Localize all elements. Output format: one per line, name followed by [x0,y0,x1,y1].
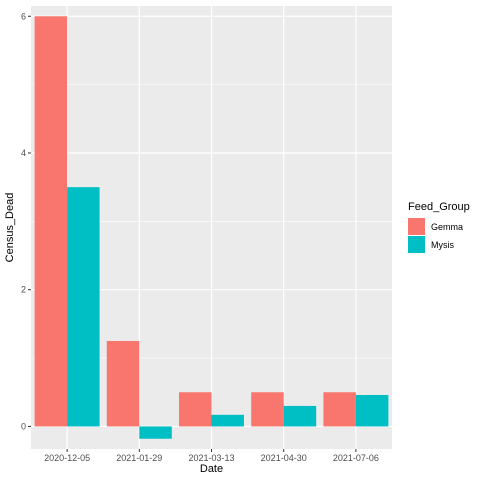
bar-mysis-2021-07-06 [355,394,389,427]
x-tick-label: 2021-03-13 [188,453,234,463]
legend-label-mysis: Mysis [431,240,454,250]
bar-mysis-2021-01-29 [139,426,172,439]
x-axis: 2020-12-05 2021-01-29 2021-03-13 2021-04-30… [44,449,379,463]
y-tick-label: 0 [21,421,26,431]
legend-title: Feed_Group [408,201,470,213]
bar-mysis-2021-04-30 [283,405,317,427]
x-axis-title: Date [200,463,223,475]
legend-key-mysis [408,236,425,253]
y-tick-label: 6 [21,11,26,21]
bar-gemma-2020-12-05 [34,16,68,427]
legend-label-gemma: Gemma [431,222,463,232]
x-tick-label: 2020-12-05 [44,453,90,463]
legend: Feed_Group Gemma Mysis [408,201,470,253]
bar-gemma-2021-07-06 [323,392,356,427]
bar-gemma-2021-04-30 [251,392,284,427]
bar-gemma-2021-01-29 [106,340,140,427]
y-axis-title: Census_Dead [4,193,16,263]
bar-mysis-2020-12-05 [67,187,100,427]
bar-gemma-2021-03-13 [179,392,212,427]
y-tick-label: 4 [21,148,26,158]
y-axis: 0 2 4 6 [21,11,31,431]
bars [34,16,389,439]
legend-key-gemma [408,218,425,235]
bar-mysis-2021-03-13 [211,414,244,427]
y-tick-label: 2 [21,285,26,295]
x-tick-label: 2021-07-06 [333,453,379,463]
x-tick-label: 2021-04-30 [261,453,307,463]
x-tick-label: 2021-01-29 [116,453,162,463]
